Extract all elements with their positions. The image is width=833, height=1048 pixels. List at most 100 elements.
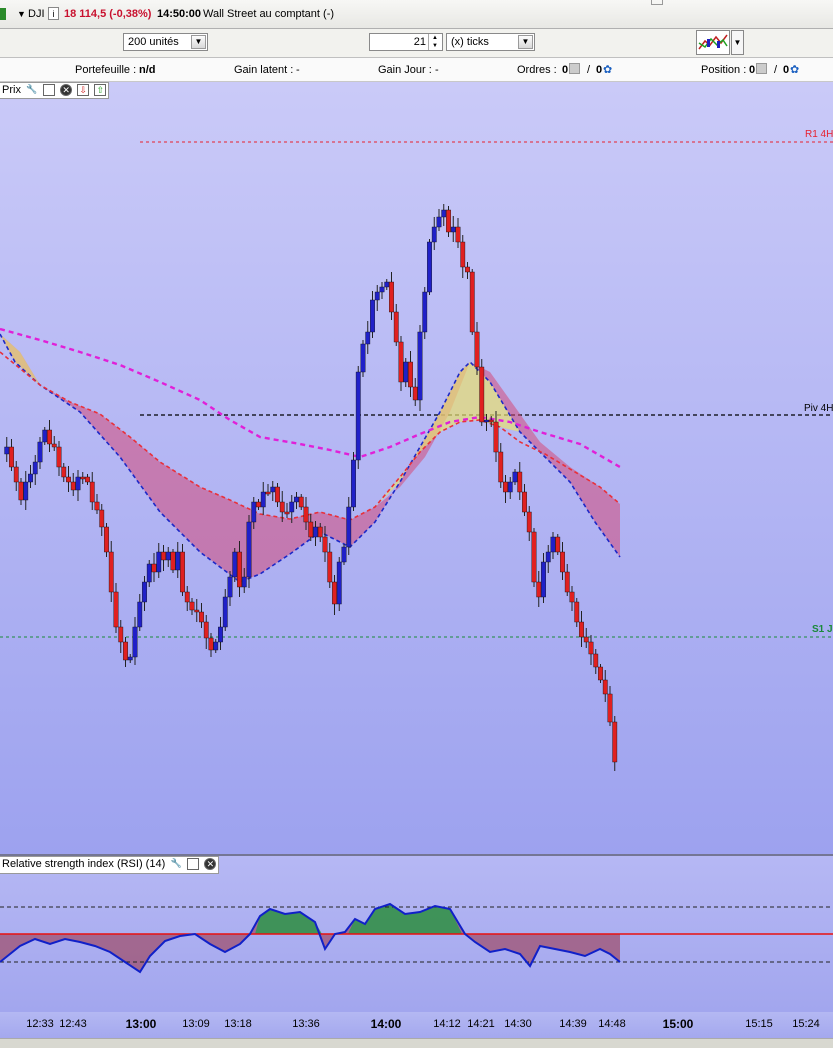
symbol-label[interactable]: DJI — [28, 8, 45, 20]
candle-body — [70, 481, 76, 491]
candle-body — [251, 501, 257, 523]
candle-body — [108, 551, 114, 593]
candle-body — [18, 481, 24, 501]
candle-body — [13, 466, 19, 483]
orders-separator: / — [587, 64, 591, 76]
orders-settings-gear-icon[interactable]: ✿ — [603, 64, 613, 76]
candle-body — [503, 481, 508, 493]
candle-body — [441, 209, 447, 218]
price-chart[interactable] — [0, 82, 833, 854]
stepper-arrows-icon[interactable]: ▲ ▼ — [428, 34, 441, 50]
orders-count-a: 0 — [562, 64, 569, 76]
move-down-icon[interactable]: ⇩ — [77, 84, 90, 97]
position-list-icon[interactable] — [756, 63, 767, 74]
move-up-icon[interactable]: ⇧ — [94, 84, 107, 97]
rsi-above-fill — [348, 904, 462, 934]
time-tick-label: 14:48 — [598, 1018, 626, 1030]
candle-body — [417, 331, 423, 401]
wrench-icon[interactable]: 🔧 — [26, 84, 38, 95]
candle-body — [536, 581, 542, 598]
rsi-panel[interactable]: Relative strength index (RSI) (14) 🔧 ✕ — [0, 854, 833, 1012]
window-grip-icon[interactable] — [651, 0, 663, 5]
chevron-down-icon[interactable]: ▼ — [518, 35, 533, 49]
candle-body — [113, 591, 119, 628]
candle-body — [484, 419, 489, 423]
candle-body — [389, 281, 394, 313]
candle-body — [151, 563, 157, 573]
candle-body — [56, 446, 62, 468]
candle-body — [384, 281, 390, 288]
candle-body — [284, 511, 290, 515]
chart-type-icon[interactable] — [0, 8, 6, 20]
candle-body — [531, 531, 537, 583]
candle-body — [317, 526, 323, 538]
candle-body — [4, 446, 10, 455]
candle-body — [612, 721, 618, 763]
time-tick-label: 12:43 — [59, 1018, 87, 1030]
orders-list-icon[interactable] — [569, 63, 580, 74]
rsi-line — [0, 902, 621, 974]
time-axis[interactable]: 12:33 12:43 13:00 13:09 13:18 13:36 14:00 14:12… — [0, 1012, 833, 1038]
candle-body — [427, 241, 432, 293]
candle-body — [279, 501, 285, 513]
units-select[interactable]: 200 unités ▼ — [123, 33, 208, 51]
wrench-icon[interactable]: 🔧 — [170, 858, 182, 869]
indicator-tools-button[interactable] — [696, 30, 730, 55]
rsi-chart[interactable] — [0, 854, 833, 1012]
candle-body — [170, 551, 176, 571]
candle-body — [208, 637, 214, 651]
candle-body — [607, 693, 613, 723]
candle-body — [550, 536, 556, 553]
candle-body — [474, 331, 480, 368]
close-icon[interactable]: ✕ — [204, 858, 217, 871]
candle-body — [336, 561, 342, 605]
candle-body — [393, 311, 399, 343]
price-chart-panel[interactable]: Prix 🔧 ✕ ⇩ ⇧ R1 4H Piv 4H S1 J — [0, 82, 833, 854]
level-label-r1: R1 4H — [805, 129, 833, 140]
position-separator: / — [774, 64, 778, 76]
chevron-down-icon[interactable]: ▼ — [731, 30, 744, 55]
candle-body — [270, 486, 276, 493]
time-tick-label: 13:00 — [125, 1017, 157, 1031]
time-tick-label: 14:21 — [467, 1018, 495, 1030]
ticks-stepper[interactable]: 21 ▲ ▼ — [369, 33, 443, 51]
symbol-dropdown-arrow-icon[interactable]: ▼ — [17, 9, 26, 19]
orders-label: Ordres : — [517, 64, 557, 76]
candle-body — [379, 286, 385, 293]
window-icon[interactable] — [43, 84, 56, 97]
candle-body — [507, 481, 513, 493]
candle-body — [265, 491, 271, 495]
candle-body — [593, 653, 599, 668]
candle-body — [602, 679, 608, 695]
lower-band-line — [0, 333, 621, 583]
candle-body — [446, 209, 451, 233]
candle-body — [403, 361, 409, 383]
candle-body — [370, 299, 375, 333]
time-tick-label: 14:12 — [433, 1018, 461, 1030]
level-label-s1: S1 J — [812, 624, 833, 635]
candle-body — [469, 271, 475, 333]
candle-body — [479, 366, 485, 423]
candle-body — [374, 291, 380, 301]
window-icon[interactable] — [187, 858, 200, 871]
rsi-above-fill — [255, 909, 322, 934]
close-icon[interactable]: ✕ — [60, 84, 73, 97]
candle-body — [322, 536, 328, 553]
position-label: Position : — [701, 64, 747, 76]
ticks-unit-select[interactable]: (x) ticks ▼ — [446, 33, 535, 51]
candle-body — [493, 421, 499, 453]
candle-body — [61, 466, 67, 478]
candle-body — [132, 626, 138, 658]
candle-body — [232, 551, 238, 578]
position-settings-gear-icon[interactable]: ✿ — [790, 64, 800, 76]
orders-count-b: 0 — [596, 64, 603, 76]
candle-body — [408, 361, 413, 388]
candle-body — [156, 551, 162, 573]
candle-body — [583, 636, 589, 643]
candle-body — [289, 501, 295, 513]
candle-body — [275, 486, 280, 503]
units-select-value: 200 unités — [128, 36, 179, 48]
candle-body — [365, 331, 371, 345]
chevron-down-icon[interactable]: ▼ — [191, 35, 206, 49]
info-icon[interactable]: i — [48, 7, 59, 20]
